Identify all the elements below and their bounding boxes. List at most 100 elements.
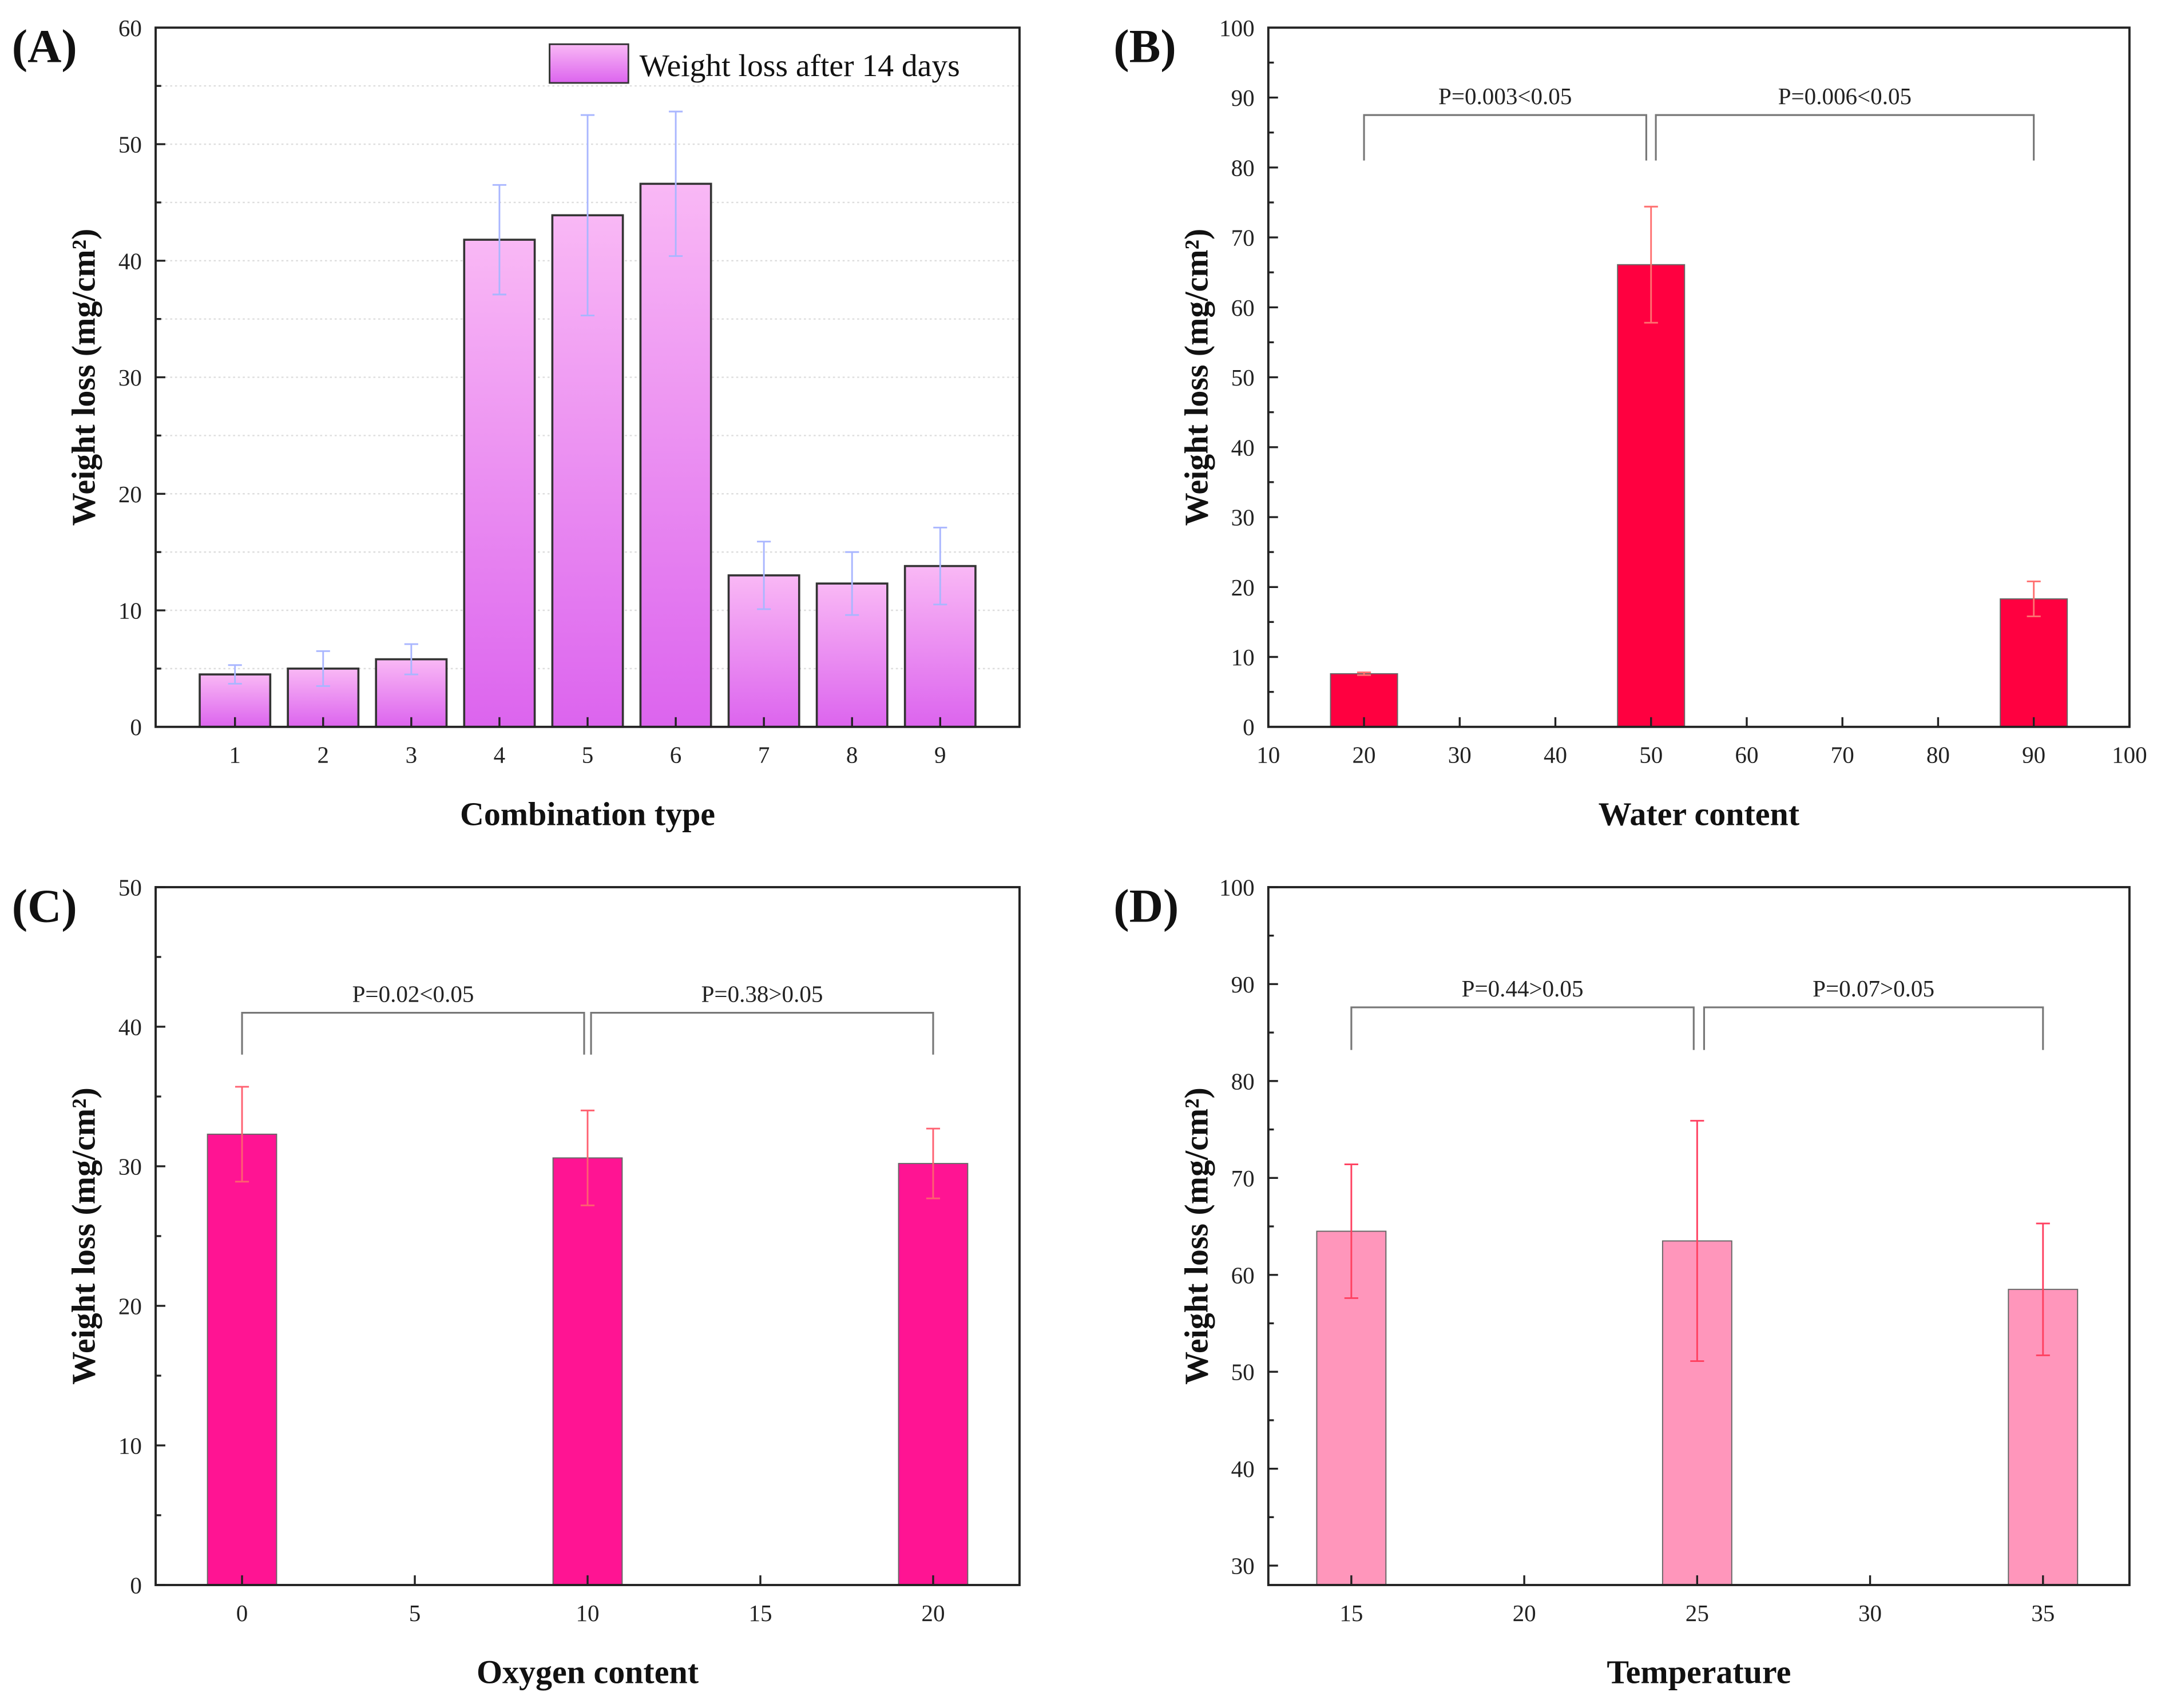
- y-tick-label: 10: [118, 597, 142, 623]
- error-bar: [668, 110, 683, 257]
- y-tick-label: 40: [1231, 1456, 1255, 1482]
- y-tick-label: 50: [118, 132, 142, 158]
- x-tick-label: 90: [2022, 742, 2045, 768]
- p-value-label: P=0.07>0.05: [1813, 975, 1934, 1002]
- panel-label: (D): [1113, 880, 1179, 932]
- y-tick-label: 20: [118, 481, 142, 507]
- x-tick-label: 20: [1513, 1600, 1536, 1626]
- legend-label: Weight loss after 14 days: [640, 48, 960, 84]
- error-bar: [926, 1127, 941, 1199]
- y-tick-label: 50: [1231, 1359, 1255, 1385]
- p-value-label: P=0.006<0.05: [1778, 83, 1912, 109]
- x-tick-label: 40: [1544, 742, 1567, 768]
- error-bar: [757, 541, 771, 610]
- error-bar: [845, 551, 859, 616]
- y-tick-label: 70: [1231, 1165, 1255, 1191]
- y-tick-label: 20: [118, 1293, 142, 1319]
- y-tick-label: 10: [1231, 644, 1255, 670]
- bar: [552, 1157, 623, 1586]
- significance-bracket: P=0.44>0.05: [1350, 975, 1695, 1050]
- x-tick-label: 6: [670, 742, 682, 768]
- error-bar: [316, 650, 330, 687]
- bracket-line: [241, 1012, 585, 1055]
- significance-bracket: P=0.003<0.05: [1363, 83, 1647, 161]
- error-bar: [933, 526, 947, 606]
- x-tick-label: 100: [2112, 742, 2147, 768]
- panel-label: (C): [12, 880, 77, 932]
- x-tick-label: 9: [934, 742, 946, 768]
- error-bar: [235, 1086, 249, 1183]
- y-tick-label: 10: [118, 1432, 142, 1459]
- y-tick-label: 30: [118, 1153, 142, 1179]
- y-axis-title: Weight loss (mg/cm²): [1178, 1087, 1215, 1385]
- y-tick-label: 50: [118, 874, 142, 900]
- bracket-line: [590, 1012, 934, 1055]
- bar: [2000, 598, 2068, 728]
- y-tick-label: 30: [1231, 1553, 1255, 1579]
- error-bar: [580, 1109, 595, 1206]
- x-axis-title: Temperature: [1607, 1654, 1791, 1691]
- y-tick-label: 80: [1231, 154, 1255, 181]
- y-tick-label: 100: [1219, 15, 1255, 41]
- x-tick-label: 15: [1339, 1600, 1363, 1626]
- p-value-label: P=0.02<0.05: [352, 980, 474, 1007]
- panel-label: (A): [12, 21, 77, 73]
- x-tick-label: 35: [2031, 1600, 2055, 1626]
- bar: [207, 1133, 277, 1586]
- bracket-line: [1703, 1006, 2044, 1050]
- panel-d: 30 40 50 60 70 80 90 100 15 20 25 30 35 Temperature We…: [1113, 874, 2131, 1691]
- error-bar: [1690, 1119, 1704, 1363]
- x-tick-label: 5: [582, 742, 594, 768]
- x-tick-label: 7: [758, 742, 770, 768]
- x-tick-label: 2: [318, 742, 330, 768]
- x-axis-title: Water content: [1599, 795, 1800, 832]
- significance-bracket: P=0.07>0.05: [1703, 975, 2044, 1050]
- plot-frame: [1267, 886, 2131, 1586]
- x-tick-label: 70: [1831, 742, 1854, 768]
- legend-swatch: [549, 43, 629, 84]
- y-tick-label: 60: [1231, 1262, 1255, 1288]
- y-axis-title: Weight loss (mg/cm²): [65, 1087, 102, 1385]
- x-tick-label: 15: [748, 1600, 772, 1626]
- y-axis-title: Weight loss (mg/cm²): [1178, 229, 1215, 526]
- y-tick-label: 30: [1231, 505, 1255, 531]
- x-tick-label: 25: [1686, 1600, 1709, 1626]
- panel-c: 0 10 20 30 40 50 0 5 10 15 20 Oxygen content Weight …: [12, 874, 1021, 1691]
- x-tick-label: 3: [406, 742, 418, 768]
- bar: [639, 182, 712, 728]
- y-axis-title: Weight loss (mg/cm²): [65, 229, 102, 526]
- x-tick-label: 20: [921, 1600, 945, 1626]
- x-axis-title: Combination type: [460, 795, 715, 832]
- y-tick-label: 70: [1231, 225, 1255, 251]
- x-tick-label: 0: [236, 1600, 248, 1626]
- y-tick-label: 40: [1231, 434, 1255, 460]
- x-tick-label: 60: [1735, 742, 1758, 768]
- y-tick-label: 0: [1243, 714, 1255, 740]
- y-tick-label: 20: [1231, 574, 1255, 601]
- error-bar: [2036, 1222, 2050, 1356]
- p-value-label: P=0.44>0.05: [1462, 975, 1584, 1002]
- error-bar: [1644, 205, 1658, 324]
- significance-bracket: P=0.006<0.05: [1655, 83, 2035, 161]
- y-tick-label: 80: [1231, 1068, 1255, 1094]
- y-tick-label: 30: [118, 364, 142, 391]
- y-tick-label: 60: [118, 15, 142, 41]
- bar: [463, 239, 536, 728]
- p-value-label: P=0.003<0.05: [1438, 83, 1572, 109]
- legend: Weight loss after 14 days: [549, 43, 960, 84]
- bracket-line: [1363, 114, 1647, 161]
- bar: [1617, 264, 1686, 728]
- error-bar: [580, 114, 595, 316]
- error-bar: [1344, 1163, 1358, 1299]
- panel-a: 0 10 20 30 40 50 60 1 2 3 4 5 6 7 8 9 Combination type We…: [12, 15, 1021, 832]
- y-tick-label: 60: [1231, 295, 1255, 321]
- error-bar: [1357, 671, 1371, 676]
- p-value-label: P=0.38>0.05: [701, 980, 823, 1007]
- x-tick-label: 30: [1448, 742, 1472, 768]
- error-bar: [2027, 581, 2041, 618]
- error-bar: [492, 184, 507, 296]
- y-tick-label: 90: [1231, 971, 1255, 998]
- y-tick-label: 100: [1219, 874, 1255, 900]
- error-bar: [404, 643, 418, 676]
